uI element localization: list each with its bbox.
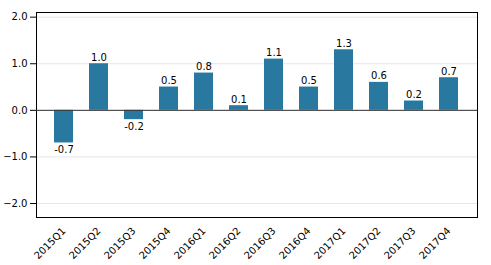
svg-text:2016Q3: 2016Q3	[242, 225, 278, 261]
svg-text:1.3: 1.3	[336, 38, 352, 49]
svg-text:0.6: 0.6	[371, 70, 387, 81]
svg-text:2017Q3: 2017Q3	[382, 225, 418, 261]
svg-text:0.0: 0.0	[12, 105, 28, 116]
svg-text:−2.0: −2.0	[3, 198, 27, 209]
svg-text:0.5: 0.5	[161, 75, 177, 86]
svg-text:-0.2: -0.2	[124, 121, 144, 132]
svg-text:1.0: 1.0	[91, 52, 107, 63]
svg-text:2.0: 2.0	[12, 11, 28, 22]
svg-text:2016Q4: 2016Q4	[277, 225, 313, 261]
svg-text:1.1: 1.1	[266, 47, 282, 58]
svg-text:0.5: 0.5	[301, 75, 317, 86]
svg-text:2017Q1: 2017Q1	[312, 225, 348, 261]
svg-text:0.8: 0.8	[196, 61, 212, 72]
svg-text:−1.0: −1.0	[3, 151, 27, 162]
svg-text:2016Q2: 2016Q2	[207, 225, 243, 261]
svg-text:2015Q4: 2015Q4	[137, 225, 173, 261]
svg-text:0.2: 0.2	[406, 89, 422, 100]
svg-text:2015Q2: 2015Q2	[67, 225, 103, 261]
svg-text:2017Q2: 2017Q2	[347, 225, 383, 261]
svg-text:2017Q4: 2017Q4	[417, 225, 453, 261]
svg-text:2016Q1: 2016Q1	[172, 225, 208, 261]
svg-text:2015Q3: 2015Q3	[102, 225, 138, 261]
svg-text:2015Q1: 2015Q1	[32, 225, 68, 261]
svg-text:1.0: 1.0	[12, 58, 28, 69]
svg-text:0.1: 0.1	[231, 94, 247, 105]
svg-text:0.7: 0.7	[441, 66, 457, 77]
svg-text:-0.7: -0.7	[54, 144, 74, 155]
